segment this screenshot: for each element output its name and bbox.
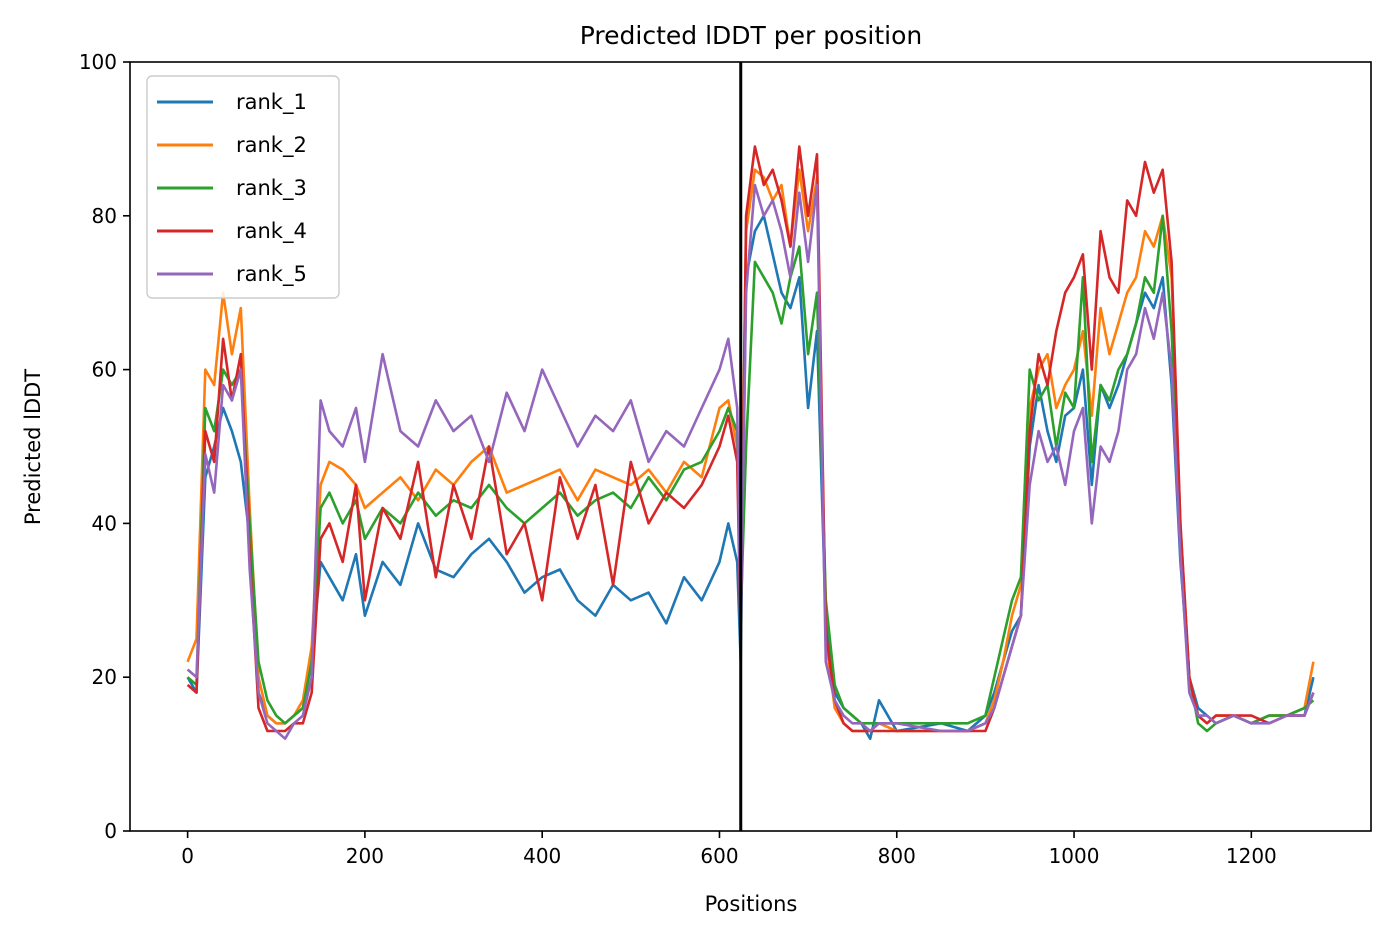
y-axis-title: Predicted lDDT [21, 369, 45, 525]
series-line-rank-5 [186, 183, 1315, 741]
y-tick-label: 100 [79, 50, 117, 74]
legend-label: rank_5 [236, 262, 307, 287]
legend-label: rank_3 [236, 176, 307, 201]
x-tick-label: 1200 [1226, 844, 1277, 868]
x-tick-label: 800 [878, 844, 916, 868]
y-tick-label: 0 [104, 819, 117, 843]
x-tick-label: 600 [700, 844, 738, 868]
x-axis: 0 200 400 600 800 1000 1200 [181, 831, 1277, 868]
series-line-rank-2 [186, 168, 1315, 733]
x-tick-label: 0 [181, 844, 194, 868]
legend: rank_1 rank_2 rank_3 rank_4 rank_5 [146, 75, 340, 299]
x-tick-label: 400 [523, 844, 561, 868]
legend-label: rank_2 [236, 133, 307, 158]
x-tick-label: 200 [346, 844, 384, 868]
legend-label: rank_1 [236, 90, 307, 115]
chart-title: Predicted lDDT per position [580, 21, 922, 50]
y-tick-label: 80 [92, 204, 117, 228]
series-lines [186, 145, 1315, 741]
x-tick-label: 1000 [1049, 844, 1100, 868]
y-axis: 0 20 40 60 80 100 [79, 50, 130, 843]
series-line-rank-4 [186, 145, 1315, 733]
y-tick-label: 40 [92, 511, 117, 535]
legend-label: rank_4 [236, 219, 307, 244]
series-line-rank-3 [186, 214, 1315, 733]
plot-area-frame [129, 61, 1372, 832]
x-axis-title: Positions [705, 892, 798, 916]
y-tick-label: 20 [92, 665, 117, 689]
y-tick-label: 60 [92, 358, 117, 382]
legend-box [146, 75, 340, 299]
